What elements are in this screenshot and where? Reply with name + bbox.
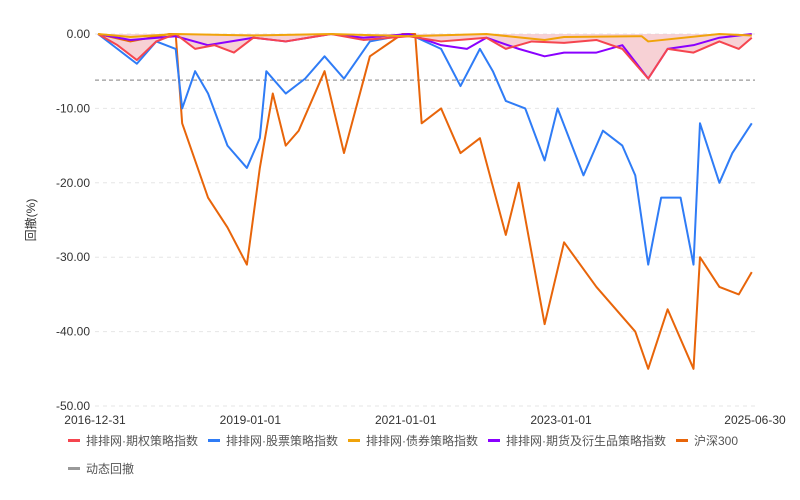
legend-label: 排排网·债券策略指数	[366, 433, 478, 448]
y-tick-label: -20.00	[56, 176, 90, 190]
legend-swatch	[488, 438, 500, 442]
legend-label: 排排网·期权策略指数	[86, 433, 198, 448]
legend-label: 沪深300	[694, 433, 739, 448]
series-line-0	[97, 33, 753, 80]
legend-swatch	[68, 438, 80, 442]
x-tick-label: 2025-06-30	[724, 413, 786, 427]
legend-item[interactable]: 排排网·债券策略指数	[348, 432, 478, 448]
legend-item[interactable]: 排排网·期权策略指数	[68, 432, 198, 448]
x-tick-label: 2019-01-01	[220, 413, 282, 427]
y-tick-label: 0.00	[67, 27, 91, 41]
legend-label: 动态回撤	[86, 461, 135, 476]
legend: 排排网·期权策略指数 排排网·股票策略指数 排排网·债券策略指数 排排网·期货及衍生品…	[68, 432, 788, 476]
y-tick-label: -40.00	[56, 325, 90, 339]
y-tick-label: -50.00	[56, 399, 90, 413]
series-line-4	[97, 33, 753, 370]
legend-item[interactable]: 排排网·股票策略指数	[208, 432, 338, 448]
legend-label: 排排网·期货及衍生品策略指数	[506, 433, 666, 448]
legend-swatch	[68, 466, 80, 470]
legend-swatch	[676, 438, 688, 442]
legend-item[interactable]: 排排网·期货及衍生品策略指数	[488, 432, 666, 448]
series-line-1	[97, 33, 753, 266]
series-line-2	[97, 33, 752, 43]
x-tick-label: 2016-12-31	[64, 413, 126, 427]
legend-label: 排排网·股票策略指数	[226, 433, 338, 448]
legend-item[interactable]: 动态回撤	[68, 460, 134, 476]
x-tick-label: 2021-01-01	[375, 413, 437, 427]
legend-item[interactable]: 沪深300	[676, 432, 738, 448]
legend-swatch	[208, 438, 220, 442]
y-tick-label: -10.00	[56, 101, 90, 115]
x-tick-label: 2023-01-01	[530, 413, 592, 427]
legend-swatch	[348, 438, 360, 442]
y-tick-label: -30.00	[56, 250, 90, 264]
y-axis-label: 回撤(%)	[23, 199, 38, 242]
